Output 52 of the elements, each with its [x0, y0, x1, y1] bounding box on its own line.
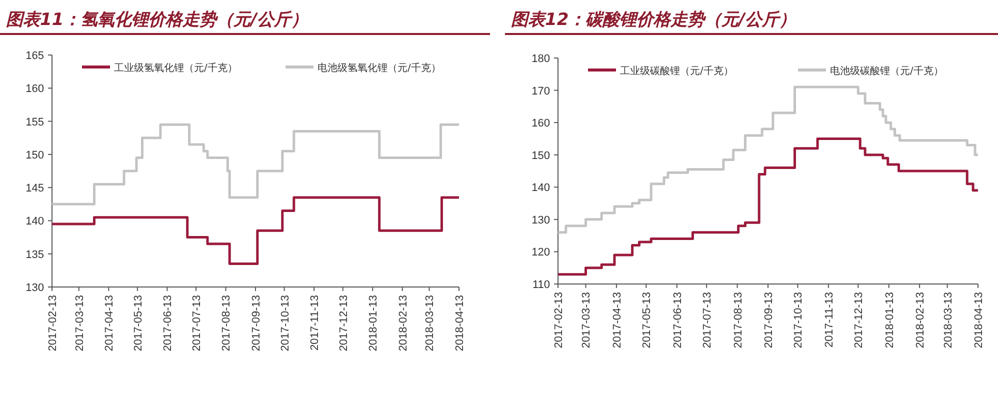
y-tick-label: 135	[26, 248, 44, 261]
x-tick-label: 2017-02-13	[553, 292, 565, 348]
x-tick-label: 2018-01-13	[884, 292, 896, 348]
x-tick-label: 2017-11-13	[309, 295, 322, 350]
x-tick-label: 2018-04-13	[454, 295, 466, 352]
x-tick-label: 2017-04-13	[611, 292, 624, 348]
x-tick-label: 2017-06-13	[672, 292, 684, 348]
y-tick-label: 150	[532, 150, 550, 162]
x-tick-label: 2017-02-13	[47, 295, 59, 352]
x-tick-label: 2017-10-13	[792, 292, 805, 348]
x-tick-label: 2017-08-13	[732, 292, 744, 348]
legend-label: 电池级氢氧化锂（元/千克）	[318, 62, 441, 74]
y-tick-label: 145	[26, 182, 44, 195]
y-tick-label: 165	[26, 50, 44, 62]
x-tick-label: 2018-04-13	[973, 292, 985, 348]
y-tick-label: 130	[532, 214, 550, 226]
x-tick-label: 2017-08-13	[220, 295, 233, 352]
x-tick-label: 2017-10-13	[279, 295, 292, 352]
y-tick-label: 150	[26, 149, 44, 162]
y-tick-label: 170	[532, 85, 550, 98]
x-tick-label: 2017-07-13	[190, 295, 203, 352]
y-tick-label: 110	[532, 279, 550, 291]
x-tick-label: 2017-03-13	[580, 292, 593, 348]
y-tick-label: 160	[532, 118, 550, 130]
x-tick-label: 2017-12-13	[338, 295, 350, 352]
chart-title: 图表11：氢氧化锂价格走势（元/公斤）	[6, 10, 308, 30]
x-tick-label: 2018-03-13	[424, 295, 436, 352]
y-tick-label: 160	[26, 83, 44, 96]
legend-label: 工业级碳酸锂（元/千克）	[620, 65, 734, 77]
legend-label: 工业级氢氧化锂（元/千克）	[114, 62, 238, 74]
x-tick-label: 2017-11-13	[823, 292, 836, 348]
x-tick-label: 2017-05-13	[132, 295, 144, 352]
y-tick-label: 140	[532, 182, 550, 194]
y-tick-label: 130	[26, 282, 44, 294]
legend-label: 电池级碳酸锂（元/千克）	[830, 65, 944, 77]
y-tick-label: 155	[26, 116, 44, 128]
y-tick-label: 120	[532, 246, 550, 259]
x-tick-label: 2017-04-13	[104, 295, 116, 352]
chart-title: 图表12：碳酸锂价格走势（元/公斤）	[511, 10, 796, 30]
y-tick-label: 140	[26, 216, 44, 228]
x-tick-label: 2017-06-13	[162, 295, 174, 352]
x-tick-label: 2017-09-13	[250, 295, 262, 352]
x-tick-label: 2018-03-13	[942, 292, 954, 348]
x-tick-label: 2017-09-13	[763, 292, 775, 348]
x-tick-label: 2018-02-13	[914, 292, 927, 348]
x-tick-label: 2018-02-13	[397, 295, 410, 352]
x-tick-label: 2017-07-13	[702, 292, 714, 348]
x-tick-label: 2017-05-13	[641, 292, 654, 348]
y-tick-label: 180	[532, 53, 550, 65]
x-tick-label: 2017-03-13	[74, 295, 86, 352]
x-tick-label: 2018-01-13	[368, 295, 380, 352]
x-tick-label: 2017-12-13	[853, 292, 866, 348]
